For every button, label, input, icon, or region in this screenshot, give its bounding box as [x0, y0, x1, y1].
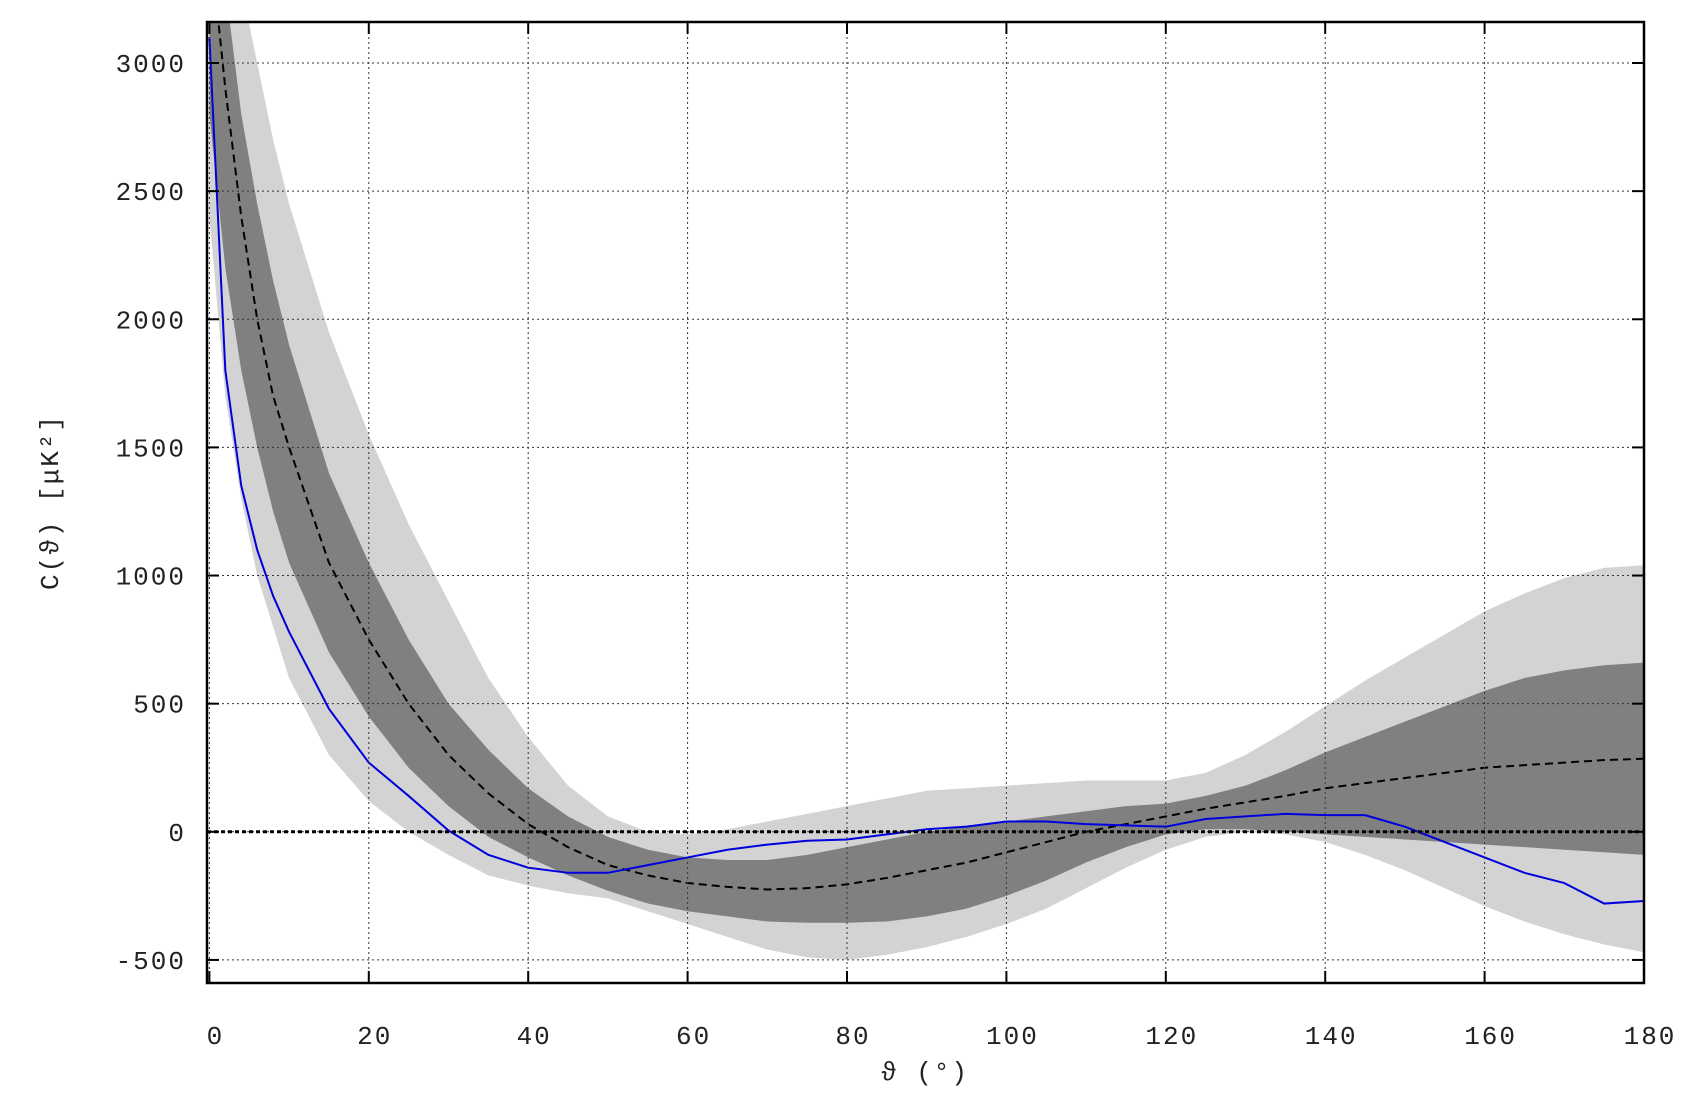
x-tick-label: 160: [1464, 1022, 1517, 1052]
y-tick-label: 2500: [116, 178, 186, 208]
x-tick-label: 120: [1145, 1022, 1198, 1052]
y-tick-label: 1000: [116, 563, 186, 593]
y-tick-label: 2000: [116, 306, 186, 336]
confidence-band: [209, 22, 1644, 923]
y-tick-label: 0: [168, 819, 186, 849]
y-tick-label: 3000: [116, 50, 186, 80]
x-tick-label: 140: [1305, 1022, 1358, 1052]
x-tick-label: 40: [517, 1022, 552, 1052]
confidence-band: [209, 22, 1644, 960]
plot-frame: [205, 20, 1646, 985]
data-line: [217, 22, 1644, 891]
x-tick-label: 60: [676, 1022, 711, 1052]
x-tick-label: 180: [1624, 1022, 1677, 1052]
y-tick-label: 1500: [116, 434, 186, 464]
y-axis-label: C(ϑ) [μK²]: [36, 414, 66, 590]
y-tick-label: -500: [116, 947, 186, 977]
x-tick-label: 80: [835, 1022, 870, 1052]
x-tick-label: 20: [357, 1022, 392, 1052]
y-tick-label: 500: [133, 691, 186, 721]
plot-area: [208, 22, 1644, 960]
x-tick-label: 0: [207, 1022, 225, 1052]
x-axis-label: ϑ (°): [881, 1058, 969, 1088]
data-line: [208, 37, 1644, 905]
x-tick-label: 100: [986, 1022, 1039, 1052]
